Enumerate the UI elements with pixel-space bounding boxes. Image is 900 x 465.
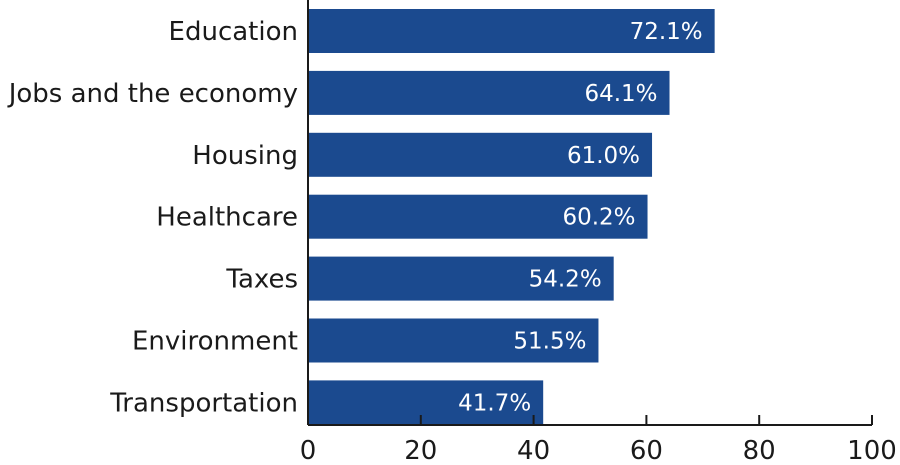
x-tick-label: 0 xyxy=(300,436,317,465)
bar-housing xyxy=(308,132,653,177)
category-label: Housing xyxy=(192,141,298,171)
category-label: Taxes xyxy=(225,265,298,295)
category-labels-group: Education Jobs and the economy Housing Heal… xyxy=(7,17,298,418)
bar-value-label: 61.0% xyxy=(567,143,640,169)
x-tick-label: 60 xyxy=(630,436,663,465)
bar-value-label: 64.1% xyxy=(584,81,657,107)
bar-taxes xyxy=(308,256,614,301)
x-axis: 0 20 40 60 80 100 xyxy=(300,0,897,465)
bar-value-label: 51.5% xyxy=(513,329,586,355)
bar-transportation xyxy=(308,380,544,425)
bar-value-label: 41.7% xyxy=(458,390,531,416)
category-label: Transportation xyxy=(109,388,298,418)
bar-value-label: 54.2% xyxy=(529,267,602,293)
bar-healthcare xyxy=(308,194,648,239)
bars-group: 72.1% 64.1% 61.0% 60.2% 54.2% 51.5% 41.7% xyxy=(308,9,715,425)
category-label: Jobs and the economy xyxy=(7,79,298,109)
bar-education xyxy=(308,9,715,53)
x-tick-label: 100 xyxy=(847,436,897,465)
x-tick-label: 80 xyxy=(743,436,776,465)
category-label: Healthcare xyxy=(156,203,298,233)
bar-value-label: 72.1% xyxy=(630,19,703,45)
category-label: Environment xyxy=(132,327,298,357)
bar-jobs-and-the-economy xyxy=(308,70,670,115)
bar-environment xyxy=(308,318,599,363)
bar-value-label: 60.2% xyxy=(562,205,635,231)
x-tick-label: 20 xyxy=(404,436,437,465)
category-label: Education xyxy=(169,17,298,47)
x-tick-label: 40 xyxy=(517,436,550,465)
